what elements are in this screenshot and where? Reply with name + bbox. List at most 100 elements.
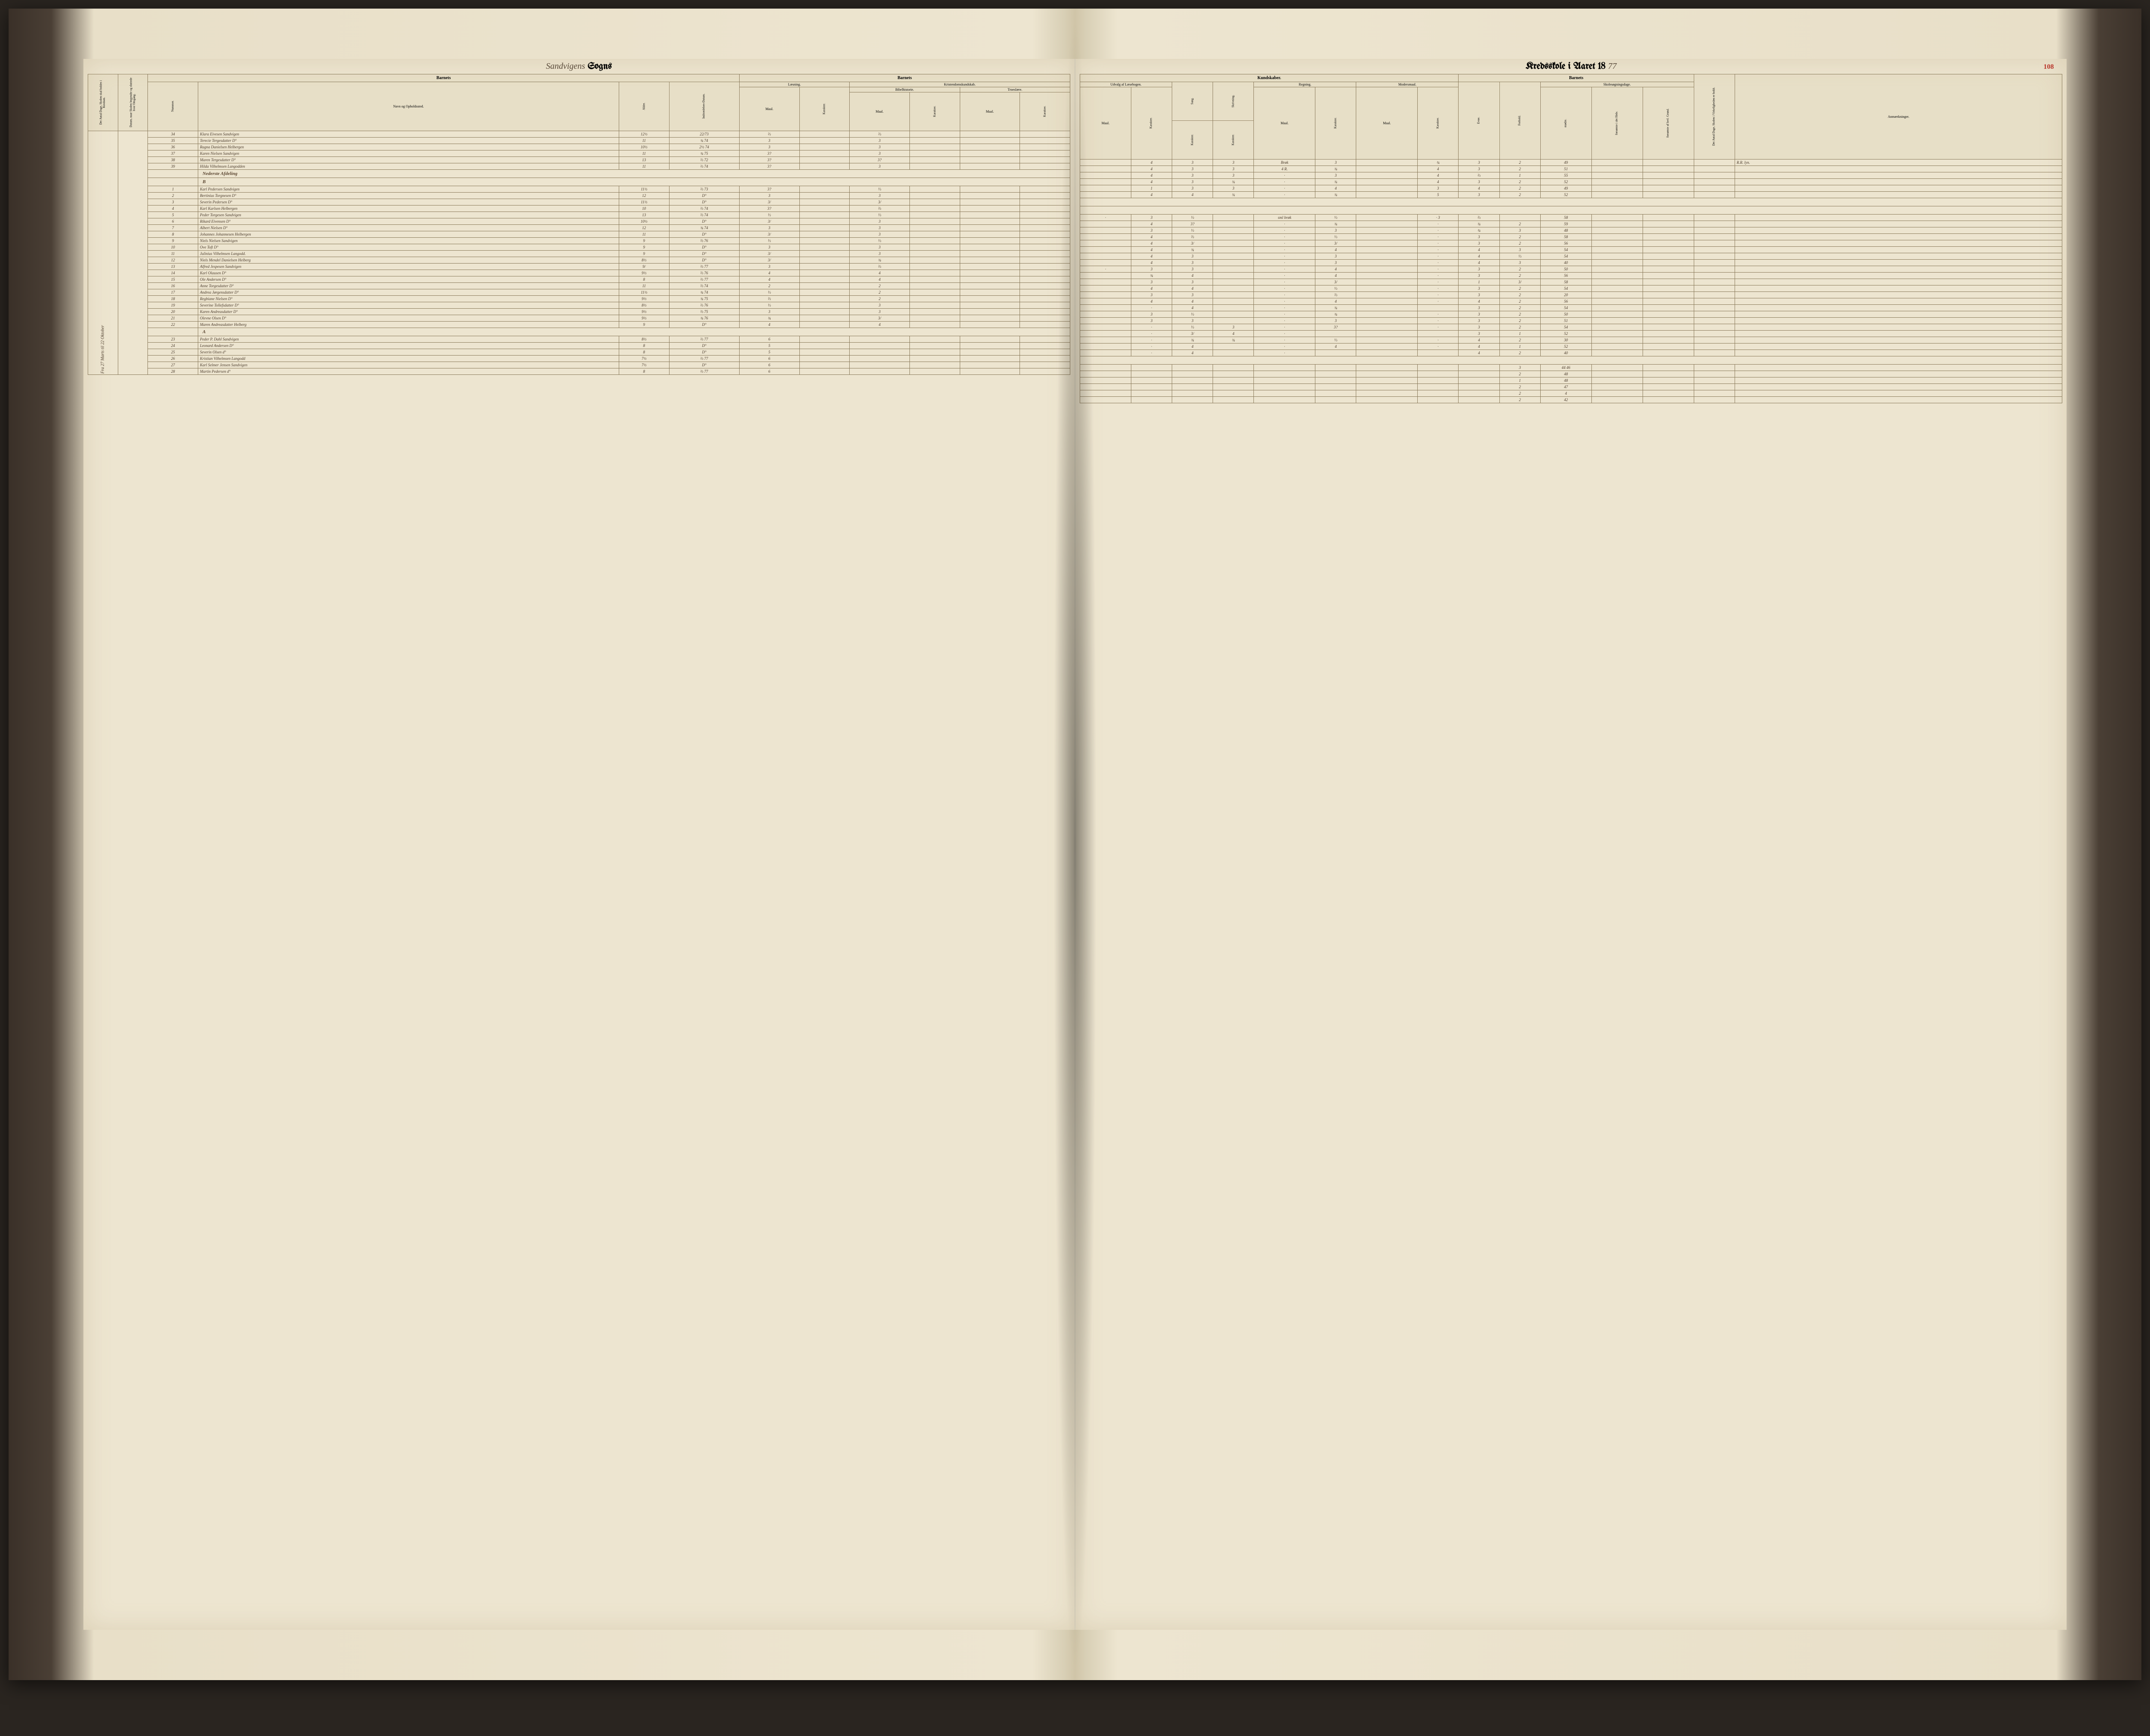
cell	[1315, 364, 1356, 371]
cell	[1694, 159, 1735, 166]
cell	[1315, 390, 1356, 396]
cell: D°	[669, 244, 739, 250]
cell: 4	[1131, 191, 1172, 198]
cell: 4	[1459, 259, 1499, 266]
cell: 2	[1499, 191, 1540, 198]
cell: 3	[1131, 214, 1172, 221]
cell	[799, 270, 850, 276]
cell: ·	[1254, 343, 1315, 350]
cell	[1172, 377, 1213, 383]
cell: ·	[1131, 330, 1172, 337]
cell: ¾	[1315, 311, 1356, 317]
cell	[1020, 270, 1070, 276]
cell: 10	[619, 205, 670, 212]
cell	[1213, 364, 1254, 371]
cell: ⅔ 74	[669, 205, 739, 212]
cell	[1080, 304, 1131, 311]
cell: ⅓	[1315, 214, 1356, 221]
col-t-kar: Karakter.	[1020, 92, 1070, 131]
cell: ⅓	[1499, 253, 1540, 259]
cell	[1356, 291, 1418, 298]
cell	[1213, 253, 1254, 259]
cell: 4	[1131, 298, 1172, 304]
cell	[910, 237, 960, 244]
cell	[1735, 304, 2062, 311]
cell: ¾	[1315, 166, 1356, 172]
cell: Maren Tergesdatter D°	[198, 156, 619, 163]
cell: 2	[850, 295, 910, 302]
cell: 4	[1459, 246, 1499, 253]
cell	[1356, 383, 1418, 390]
cell	[1131, 390, 1172, 396]
table-row: 15Ole Andersen D°8⅔ 7744	[88, 276, 1070, 282]
cell	[910, 336, 960, 342]
cell: Karl Pedersen Sandvigen	[198, 186, 619, 192]
cell	[799, 244, 850, 250]
cell	[1080, 298, 1131, 304]
cell	[1694, 227, 1735, 233]
cell	[910, 192, 960, 199]
cell	[1591, 350, 1643, 356]
cell	[1643, 214, 1694, 221]
cell	[960, 131, 1020, 137]
cell	[1694, 383, 1735, 390]
cell: 2½ 74	[669, 144, 739, 150]
title-sogns: Sogns	[588, 61, 612, 71]
cell: 3?	[739, 205, 799, 212]
cell	[1080, 343, 1131, 350]
margin-note: Fra 27 Marts til 22 Oktober	[88, 131, 118, 374]
cell: 3	[1459, 285, 1499, 291]
cell: 22	[148, 321, 198, 328]
cell	[1694, 166, 1735, 172]
cell: 2	[1499, 159, 1540, 166]
cell: ⅓	[1315, 285, 1356, 291]
cell	[910, 137, 960, 144]
cell	[1315, 377, 1356, 383]
cell	[1735, 298, 2062, 304]
cell	[1735, 337, 2062, 343]
cell	[910, 308, 960, 315]
table-row: ·33·4·3250	[1080, 266, 2062, 272]
cell	[1591, 324, 1643, 330]
cell: 51	[1540, 166, 1591, 172]
cell	[1020, 250, 1070, 257]
cell	[1356, 221, 1418, 227]
col-navn: Navn og Opholdssted.	[198, 82, 619, 131]
cell	[1694, 343, 1735, 350]
cell: ¾	[1459, 221, 1499, 227]
cell: D°	[669, 231, 739, 237]
cell: 9½	[619, 295, 670, 302]
cell: 48	[1540, 227, 1591, 233]
cell	[799, 336, 850, 342]
cell: 3	[850, 308, 910, 315]
cell: 6	[739, 355, 799, 362]
cell: ⅔ 77	[669, 368, 739, 374]
cell	[1020, 199, 1070, 205]
cell: 11½	[619, 186, 670, 192]
cell: 3	[1131, 317, 1172, 324]
cell	[1213, 227, 1254, 233]
cell	[1080, 390, 1131, 396]
cell: 3	[1459, 272, 1499, 279]
cell	[960, 224, 1020, 231]
cell: 3	[1131, 279, 1172, 285]
table-row: 38Maren Tergesdatter D°13⅔ 723?3?	[88, 156, 1070, 163]
col-l-kar: Karakter.	[799, 87, 850, 131]
cell: 4	[739, 321, 799, 328]
cell: ·	[1254, 246, 1315, 253]
cell: 3?	[850, 156, 910, 163]
cell	[960, 263, 1020, 270]
cell	[1591, 317, 1643, 324]
cell	[1356, 166, 1418, 172]
cell	[1643, 253, 1694, 259]
cell	[1643, 371, 1694, 377]
col-indtr: Indtrædelses-Datum.	[669, 82, 739, 131]
cell: 52	[1540, 330, 1591, 337]
cell	[1020, 163, 1070, 169]
cell	[1172, 396, 1213, 403]
cell	[1643, 185, 1694, 191]
cell	[1694, 350, 1735, 356]
cell: 2	[1499, 396, 1540, 403]
cell: 2	[1499, 272, 1540, 279]
cell: ·	[1254, 304, 1315, 311]
